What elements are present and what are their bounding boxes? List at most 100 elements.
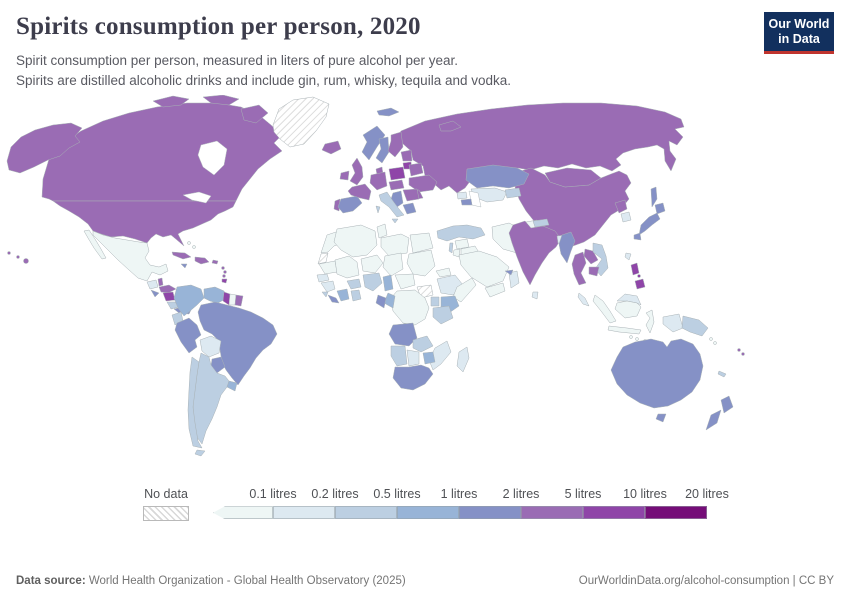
legend-no-data-swatch[interactable]: [143, 506, 189, 522]
region-tanzania[interactable]: [432, 306, 454, 325]
region-brazil[interactable]: [197, 302, 278, 386]
region-botswana[interactable]: [406, 350, 420, 367]
region-sweden[interactable]: [375, 137, 390, 164]
region-sumatra[interactable]: [592, 295, 617, 324]
region-burkina-faso[interactable]: [346, 279, 362, 290]
legend-bin-7[interactable]: [645, 506, 707, 520]
region-puerto-rico[interactable]: [211, 260, 219, 265]
region-czechia-hungary[interactable]: [388, 180, 405, 191]
region-malaysia[interactable]: [577, 293, 590, 307]
region-poland[interactable]: [388, 167, 406, 181]
region-portugal[interactable]: [333, 199, 341, 212]
region-new-zealand-south[interactable]: [705, 410, 722, 431]
region-somalia[interactable]: [452, 278, 477, 303]
region-canada[interactable]: [41, 103, 283, 202]
region-madagascar[interactable]: [456, 347, 470, 373]
region-chad[interactable]: [382, 253, 404, 277]
region-papua-new-guinea[interactable]: [681, 316, 709, 337]
region-nepal[interactable]: [532, 219, 550, 228]
region-sudan[interactable]: [406, 250, 436, 277]
region-senegal[interactable]: [316, 274, 330, 283]
region-tierra-del-fuego[interactable]: [194, 450, 206, 457]
region-el-salvador[interactable]: [150, 290, 160, 298]
region-finland[interactable]: [387, 132, 404, 158]
region-chile[interactable]: [187, 357, 203, 449]
region-zimbabwe[interactable]: [422, 352, 436, 365]
region-new-caledonia[interactable]: [717, 371, 727, 378]
legend-bin-4[interactable]: [459, 506, 521, 520]
region-jordan[interactable]: [452, 249, 461, 258]
region-sicily[interactable]: [391, 219, 399, 224]
region-mongolia[interactable]: [544, 168, 602, 188]
legend-bin-3[interactable]: [397, 506, 459, 520]
region-western-sahara[interactable]: [317, 253, 329, 265]
footer-link[interactable]: OurWorldinData.org/alcohol-consumption |…: [578, 575, 834, 587]
region-cuba[interactable]: [171, 252, 192, 260]
region-belarus[interactable]: [408, 163, 424, 177]
region-nicaragua[interactable]: [162, 292, 176, 302]
region-tunisia[interactable]: [376, 224, 388, 239]
region-uganda[interactable]: [430, 297, 440, 307]
region-germany[interactable]: [369, 172, 388, 191]
region-syria[interactable]: [454, 239, 470, 250]
region-turkey[interactable]: [436, 225, 486, 242]
legend-no-data[interactable]: No data: [143, 487, 189, 522]
legend-bin-1[interactable]: [273, 506, 335, 520]
region-italy[interactable]: [378, 192, 405, 218]
region-japan-hokkaido[interactable]: [654, 203, 666, 215]
region-france[interactable]: [347, 184, 372, 201]
region-angola[interactable]: [388, 323, 418, 347]
region-south-korea[interactable]: [620, 212, 632, 223]
region-kalimantan[interactable]: [614, 301, 642, 319]
region-gabon[interactable]: [375, 295, 387, 309]
region-georgia[interactable]: [456, 192, 468, 200]
region-india[interactable]: [508, 221, 562, 286]
region-fiji[interactable]: [737, 348, 745, 356]
region-north-korea[interactable]: [614, 200, 628, 214]
region-libya[interactable]: [380, 234, 410, 257]
region-mexico[interactable]: [92, 231, 169, 282]
legend-bin-5[interactable]: [521, 506, 583, 520]
region-cameroon[interactable]: [382, 275, 394, 292]
region-lesser-antilles[interactable]: [221, 266, 227, 278]
region-bolivia[interactable]: [199, 336, 222, 358]
region-baja-california[interactable]: [83, 230, 107, 260]
region-spain[interactable]: [337, 196, 363, 214]
legend-bar[interactable]: [213, 506, 713, 520]
region-usa[interactable]: [52, 201, 237, 247]
region-mali[interactable]: [334, 256, 360, 279]
region-arctic-islands[interactable]: [152, 95, 269, 124]
region-yemen[interactable]: [484, 283, 506, 298]
region-japan-honshu[interactable]: [638, 213, 661, 236]
region-egypt[interactable]: [409, 233, 434, 254]
region-peru[interactable]: [174, 318, 202, 354]
region-south-africa[interactable]: [392, 365, 434, 391]
region-honduras[interactable]: [158, 285, 177, 294]
region-saudi-arabia[interactable]: [458, 251, 510, 288]
region-serbia-bulgaria[interactable]: [402, 189, 420, 202]
region-bahamas[interactable]: [187, 241, 196, 249]
region-belize[interactable]: [157, 278, 164, 287]
legend-bin-0[interactable]: [213, 506, 273, 520]
region-tasmania[interactable]: [655, 414, 667, 423]
region-sierra-leone[interactable]: [321, 292, 329, 298]
region-uae[interactable]: [504, 270, 514, 276]
region-central-african-republic[interactable]: [394, 274, 416, 290]
region-sulawesi[interactable]: [645, 310, 655, 334]
region-uruguay[interactable]: [226, 381, 238, 392]
region-oman[interactable]: [508, 271, 520, 289]
legend-bin-2[interactable]: [335, 506, 397, 520]
region-french-guiana[interactable]: [234, 295, 244, 307]
region-armenia-azerbaijan[interactable]: [460, 199, 473, 206]
region-thailand[interactable]: [571, 252, 587, 286]
region-jamaica[interactable]: [180, 264, 188, 269]
region-ukraine[interactable]: [408, 175, 438, 193]
region-venezuela[interactable]: [203, 287, 228, 304]
region-new-zealand-north[interactable]: [720, 396, 734, 414]
region-zambia[interactable]: [412, 336, 434, 353]
region-united-kingdom[interactable]: [349, 158, 364, 186]
legend-bin-6[interactable]: [583, 506, 645, 520]
region-trinidad[interactable]: [221, 279, 228, 284]
owid-logo[interactable]: Our World in Data: [764, 12, 834, 54]
region-liberia[interactable]: [327, 295, 340, 304]
